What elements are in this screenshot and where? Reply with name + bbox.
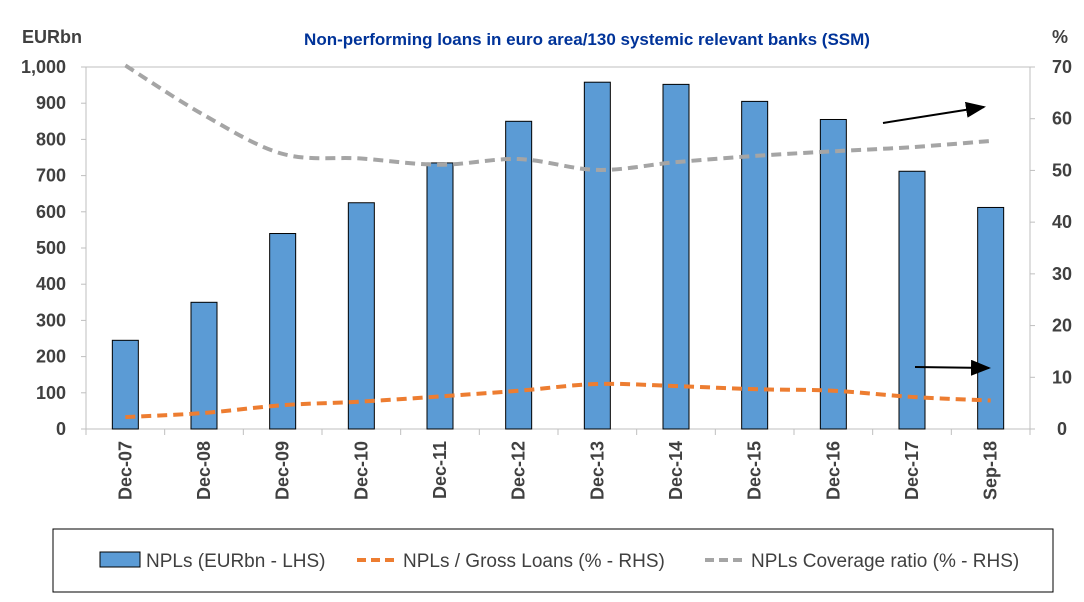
right-axis-tick-label: 50 [1052,160,1072,180]
npl-bar [583,81,611,430]
npl-bar [505,120,533,430]
left-axis-tick-label: 700 [36,166,66,186]
left-axis-tick-label: 900 [36,93,66,113]
chart-title: Non-performing loans in euro area/130 sy… [304,30,870,49]
left-axis-tick-label: 500 [36,238,66,258]
left-axis-tick-label: 0 [56,419,66,439]
right-axis-unit: % [1052,27,1068,47]
npl-ratio-line [125,381,991,420]
right-axis-tick-label: 20 [1052,316,1072,336]
right-axis-tick-label: 60 [1052,109,1072,129]
right-axis: 0 10 20 30 40 50 60 70 [1030,57,1072,439]
npl-bar [347,202,375,430]
legend: NPLs (EURbn - LHS) NPLs / Gross Loans (% … [52,528,1054,593]
x-axis-category-label: Dec-12 [509,441,529,500]
left-axis-tick-label: 300 [36,310,66,330]
line-series [124,63,991,420]
left-axis-tick-label: 800 [36,129,66,149]
npl-coverage-line [124,63,991,172]
npl-bar [111,339,139,430]
legend-swatch-npls [99,551,141,568]
x-axis-category-label: Dec-16 [823,441,843,500]
right-axis-tick-label: 10 [1052,367,1072,387]
x-axis-category-label: Dec-14 [666,441,686,500]
npl-bar [426,162,454,430]
left-axis-tick-label: 600 [36,202,66,222]
left-axis-tick-label: 200 [36,347,66,367]
arrow-coverage-rhs [882,101,986,124]
x-axis-category-label: Dec-15 [745,441,765,500]
x-axis-category-label: Dec-17 [902,441,922,500]
x-axis-category-label: Dec-10 [351,441,371,500]
legend-label-coverage: NPLs Coverage ratio (% - RHS) [751,551,1019,572]
legend-label-npls: NPLs (EURbn - LHS) [146,551,326,572]
left-axis-unit: EURbn [22,27,82,47]
npl-bar [741,100,769,430]
annotation-arrows [882,101,991,376]
legend-box [52,528,1054,593]
left-axis-tick-label: 100 [36,383,66,403]
right-axis-tick-label: 30 [1052,264,1072,284]
npl-bar [819,118,847,430]
npl-bar [269,233,297,430]
npl-bar [898,170,926,430]
left-axis-tick-label: 1,000 [21,57,66,77]
arrow-ratio-rhs [914,359,991,376]
left-axis: 0 100 200 300 400 500 600 700 800 900 1,000 [21,57,86,439]
right-axis-tick-label: 40 [1052,212,1072,232]
bar-series [111,81,1005,430]
right-axis-tick-label: 70 [1052,57,1072,77]
npl-bar [662,83,690,430]
legend-label-ratio: NPLs / Gross Loans (% - RHS) [403,551,665,572]
x-axis-category-label: Dec-09 [273,441,293,500]
right-axis-tick-label: 0 [1057,419,1067,439]
left-axis-tick-label: 400 [36,274,66,294]
x-axis: Dec-07 Dec-08 Dec-09 Dec-10 Dec-11 Dec-12 Dec-… [85,429,1031,500]
x-axis-category-label: Dec-08 [194,441,214,500]
x-axis-category-label: Sep-18 [981,441,1001,500]
x-axis-category-label: Dec-13 [587,441,607,500]
x-axis-category-label: Dec-07 [115,441,135,500]
npl-bar [190,301,218,430]
x-axis-category-label: Dec-11 [430,441,450,499]
npl-bar [977,206,1005,430]
